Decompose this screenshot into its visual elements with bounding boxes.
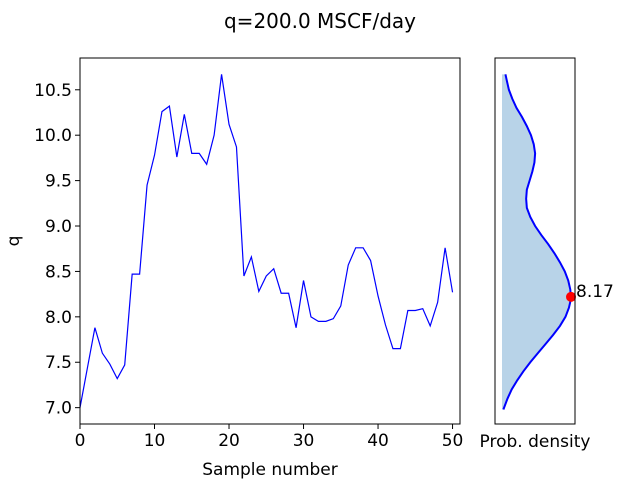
- y-tick-label: 7.0: [45, 399, 72, 419]
- y-tick-label: 8.5: [45, 262, 72, 282]
- y-tick-label: 7.5: [45, 353, 72, 373]
- x-tick-label: 10: [144, 431, 166, 451]
- main-line-plot: 0 10 20 30 40 50 7.0 7.5 8.0 8.5 9.0 9.5 10.0 10.5 S…: [4, 57, 464, 480]
- x-axis-label: Sample number: [202, 460, 338, 480]
- x-tick-label: 40: [367, 431, 389, 451]
- y-tick-label: 9.0: [45, 217, 72, 237]
- main-x-ticks: 0 10 20 30 40 50: [75, 424, 464, 451]
- x-tick-label: 20: [218, 431, 240, 451]
- y-axis-label: q: [4, 236, 24, 247]
- q-series-line: [79, 74, 454, 408]
- x-tick-label: 30: [293, 431, 315, 451]
- density-marker-label: 8.17: [576, 282, 614, 302]
- chart-title: q=200.0 MSCF/day: [224, 9, 416, 33]
- x-tick-label: 50: [442, 431, 464, 451]
- main-plot-frame: [79, 57, 461, 425]
- density-fill-area: [502, 74, 571, 410]
- y-tick-label: 10.5: [34, 81, 72, 101]
- density-marker-point: [566, 291, 576, 302]
- y-tick-label: 10.0: [34, 126, 72, 146]
- x-tick-label: 0: [75, 431, 86, 451]
- main-y-ticks: 7.0 7.5 8.0 8.5 9.0 9.5 10.0 10.5: [34, 81, 80, 419]
- y-tick-label: 9.5: [45, 172, 72, 192]
- density-plot: 8.17 Prob. density: [480, 57, 614, 452]
- density-curve: [502, 74, 573, 410]
- y-tick-label: 8.0: [45, 308, 72, 328]
- density-x-label: Prob. density: [480, 432, 591, 452]
- density-plot-frame: [494, 57, 576, 425]
